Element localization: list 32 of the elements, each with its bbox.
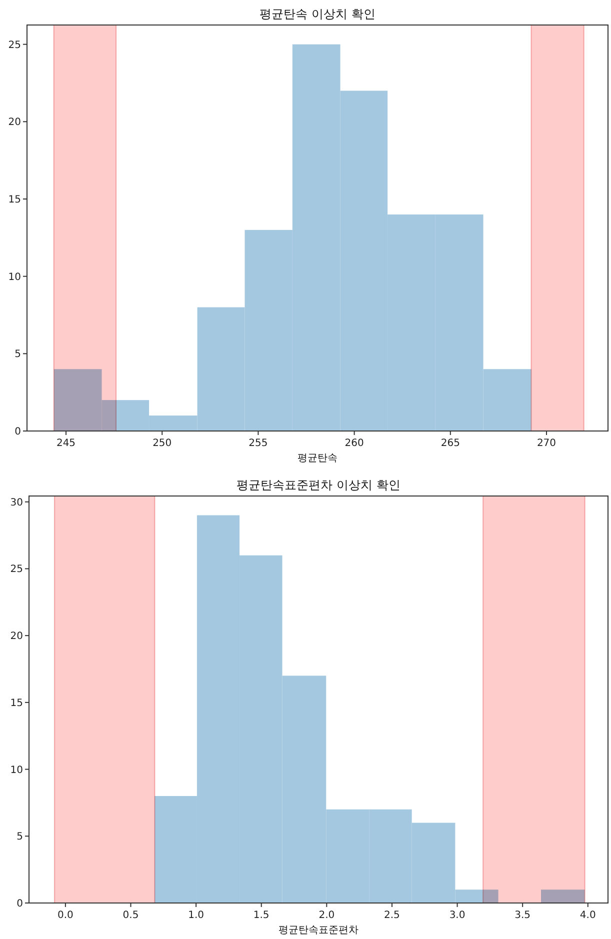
- y-tick-label: 5: [16, 832, 23, 843]
- y-tick-label: 0: [14, 426, 21, 438]
- y-tick-label: 20: [8, 117, 21, 128]
- x-tick-label: 2.5: [384, 910, 400, 921]
- y-tick-label: 30: [10, 497, 23, 508]
- x-tick-label: 250: [152, 438, 172, 449]
- x-tick-label: 270: [536, 438, 556, 449]
- x-tick-label: 265: [440, 438, 460, 449]
- x-tick-label: 245: [56, 438, 76, 449]
- x-tick-label: 4.0: [580, 910, 596, 921]
- x-tick-label: 1.0: [188, 910, 204, 921]
- x-tick-label: 1.5: [253, 910, 270, 921]
- y-tick-label: 15: [10, 698, 23, 709]
- x-tick-label: 3.0: [449, 910, 466, 921]
- x-axis-title: 평균탄속: [298, 453, 338, 464]
- x-tick-label: 0.0: [57, 910, 74, 921]
- x-tick-label: 2.0: [318, 910, 335, 921]
- chart-title: 평균탄속표준편차 이상치 확인: [236, 478, 400, 492]
- y-tick-label: 25: [8, 40, 21, 51]
- x-tick-label: 260: [344, 438, 364, 449]
- x-axis-title: 평균탄속표준편차: [278, 925, 358, 936]
- y-tick-label: 5: [14, 349, 21, 360]
- y-tick-label: 10: [10, 764, 23, 776]
- chart-title: 평균탄속 이상치 확인: [260, 7, 376, 21]
- y-tick-label: 15: [8, 194, 21, 206]
- x-tick-label: 3.5: [514, 910, 531, 921]
- y-tick-label: 0: [16, 898, 23, 910]
- x-tick-label: 255: [248, 438, 268, 449]
- y-tick-label: 25: [10, 564, 23, 576]
- y-tick-label: 10: [8, 272, 21, 283]
- x-tick-label: 0.5: [122, 910, 139, 921]
- y-tick-label: 20: [10, 631, 23, 642]
